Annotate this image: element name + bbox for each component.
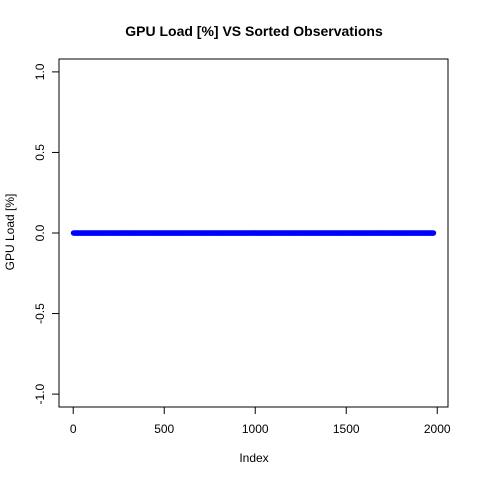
chart-title: GPU Load [%] VS Sorted Observations	[125, 23, 383, 39]
y-tick-label: -0.5	[33, 303, 47, 324]
x-tick-label: 0	[70, 422, 77, 436]
y-tick-label: -1.0	[33, 383, 47, 404]
x-tick-label: 1000	[242, 422, 269, 436]
y-axis: -1.0 -0.5 0.0 0.5 1.0	[33, 63, 60, 404]
x-axis-label: Index	[239, 451, 268, 465]
x-tick-label: 1500	[333, 422, 360, 436]
x-axis: 0 500 1000 1500 2000	[70, 406, 451, 436]
x-tick-label: 500	[154, 422, 174, 436]
y-axis-label: GPU Load [%]	[3, 194, 17, 271]
y-tick-label: 0.0	[33, 224, 47, 241]
x-tick-label: 2000	[424, 422, 451, 436]
data-points	[70, 230, 437, 236]
y-tick-label: 1.0	[33, 63, 47, 80]
y-tick-label: 0.5	[33, 144, 47, 161]
data-point	[430, 230, 437, 236]
